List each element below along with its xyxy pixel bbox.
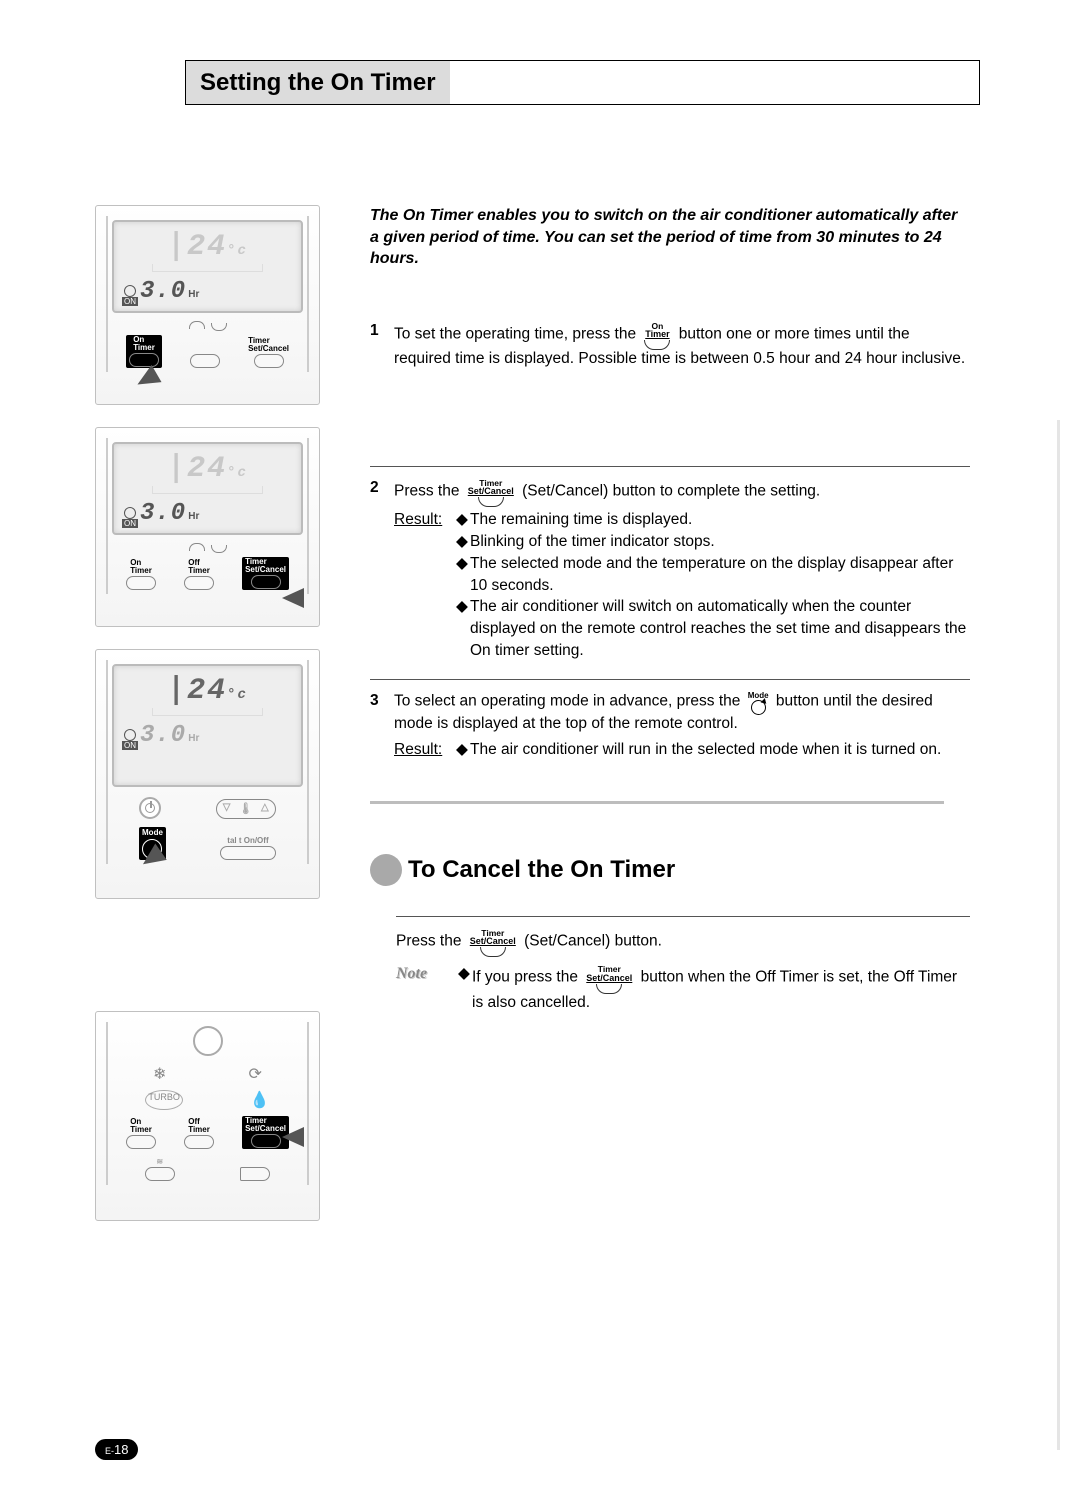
bullet-icon — [370, 854, 402, 886]
on-timer-button-icon: On Timer — [644, 322, 670, 351]
droplet-icon: 💧 — [250, 1090, 270, 1110]
page-number: E-18 — [95, 1439, 138, 1460]
cancel-section-header: To Cancel the On Timer — [370, 854, 970, 886]
thick-divider — [370, 801, 944, 804]
lcd-temp: ∣24°c — [122, 227, 293, 264]
lcd-display-1: ∣24°c ON 3.0 Hr — [112, 220, 303, 313]
lcd-display-3: ∣24°c ON 3.0 Hr — [112, 664, 303, 787]
instructions-column: The On Timer enables you to switch on th… — [370, 205, 980, 1243]
snowflake-icon: ❄ — [153, 1064, 166, 1084]
remote-panel-1: ∣24°c ON 3.0 Hr OnTimer TimerSet/Cancel — [95, 205, 320, 405]
pointer-arrow — [282, 588, 304, 608]
mode-button-icon: Mode — [748, 692, 769, 715]
divider — [370, 466, 970, 467]
step-2: 2 Press the Timer Set/Cancel (Set/Cancel… — [370, 477, 970, 661]
title-box: Setting the On Timer — [185, 60, 980, 105]
mode-icons-row: ❄ ⟳ — [112, 1064, 303, 1084]
step-2-results: ◆The remaining time is displayed. ◆Blink… — [456, 509, 970, 661]
button-bar-1: OnTimer TimerSet/Cancel — [112, 335, 303, 368]
remote-panel-3: ∣24°c ON 3.0 Hr ▽🌡△ Mode tal t On/Off — [95, 649, 320, 899]
step-3: 3 To select an operating mode in advance… — [370, 690, 970, 760]
remote-illustrations-column: ∣24°c ON 3.0 Hr OnTimer TimerSet/Cancel — [95, 205, 320, 1243]
remote-panel-2: ∣24°c ON 3.0 Hr OnTimer OffTimer TimerSe… — [95, 427, 320, 627]
cancel-instruction: Press the Timer Set/Cancel (Set/Cancel) … — [396, 927, 970, 1014]
page-title: Setting the On Timer — [186, 61, 450, 104]
step-3-results: ◆The air conditioner will run in the sel… — [456, 739, 970, 761]
fan-icon: ⟳ — [249, 1064, 262, 1084]
button-bar-2: OnTimer OffTimer TimerSet/Cancel — [112, 557, 303, 590]
remote-panel-4: ❄ ⟳ TURBO 💧 OnTimer OffTimer TimerSet/Ca… — [95, 1011, 320, 1221]
set-cancel-button-icon: Timer Set/Cancel — [586, 965, 632, 994]
turbo-icon: TURBO — [145, 1090, 183, 1110]
divider — [370, 679, 970, 680]
button-bar-4: OnTimer OffTimer TimerSet/Cancel — [112, 1116, 303, 1149]
step-1: 1 To set the operating time, press the O… — [370, 320, 970, 370]
margin-line — [1057, 420, 1060, 1450]
pointer-arrow — [282, 1127, 304, 1147]
lcd-display-2: ∣24°c ON 3.0 Hr — [112, 442, 303, 535]
note-label: Note — [396, 963, 458, 985]
divider — [396, 916, 970, 917]
intro-text: The On Timer enables you to switch on th… — [370, 205, 970, 270]
set-cancel-button-icon: Timer Set/Cancel — [470, 929, 516, 958]
set-cancel-button-icon: Timer Set/Cancel — [468, 479, 514, 508]
swing-icon: ≋ — [156, 1157, 163, 1166]
